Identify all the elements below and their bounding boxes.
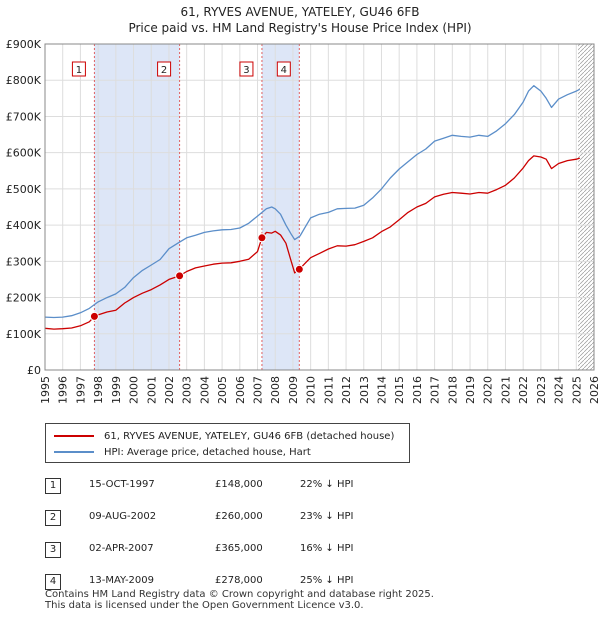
x-tick-label: 2018 bbox=[446, 376, 459, 404]
sale-hpi-diff: 23% ↓ HPI bbox=[300, 511, 354, 522]
y-tick-label: £900K bbox=[6, 38, 42, 51]
y-tick-label: £200K bbox=[6, 292, 42, 305]
sale-price: £278,000 bbox=[215, 575, 263, 586]
footer-attribution: Contains HM Land Registry data © Crown c… bbox=[45, 589, 434, 611]
legend-item-property: 61, RYVES AVENUE, YATELEY, GU46 6FB (det… bbox=[54, 428, 394, 444]
forecast-hatch bbox=[578, 44, 594, 370]
sale-price: £365,000 bbox=[215, 543, 263, 554]
x-tick-label: 2006 bbox=[234, 376, 247, 404]
sale-date: 15-OCT-1997 bbox=[89, 479, 155, 490]
plot-frame bbox=[44, 43, 595, 371]
shaded-period bbox=[261, 44, 300, 370]
y-tick-label: £700K bbox=[6, 110, 42, 123]
y-tick-label: £800K bbox=[6, 74, 42, 87]
x-tick-label: 2026 bbox=[588, 376, 600, 404]
y-tick-label: £400K bbox=[6, 219, 42, 232]
x-tick-label: 2020 bbox=[482, 376, 495, 404]
sale-marker-label: 3 bbox=[243, 65, 249, 76]
y-tick-label: £300K bbox=[6, 255, 42, 268]
sale-price: £148,000 bbox=[215, 479, 263, 490]
sale-hpi-diff: 22% ↓ HPI bbox=[300, 479, 354, 490]
x-tick-label: 1997 bbox=[74, 376, 87, 404]
y-tick-label: £100K bbox=[6, 328, 42, 341]
x-tick-label: 2004 bbox=[198, 376, 211, 404]
x-tick-label: 2000 bbox=[128, 376, 141, 404]
x-tick-label: 2025 bbox=[570, 376, 583, 404]
x-tick-label: 1995 bbox=[39, 376, 52, 404]
x-tick-label: 1999 bbox=[110, 376, 123, 404]
legend-swatch-hpi bbox=[54, 451, 94, 453]
x-tick-label: 2015 bbox=[393, 376, 406, 404]
x-tick-label: 2011 bbox=[322, 376, 335, 404]
chart-title: 61, RYVES AVENUE, YATELEY, GU46 6FB Pric… bbox=[0, 4, 600, 36]
sale-point bbox=[257, 233, 267, 243]
y-tick-label: £600K bbox=[6, 147, 42, 160]
x-tick-label: 2005 bbox=[216, 376, 229, 404]
footer-line-1: Contains HM Land Registry data © Crown c… bbox=[45, 589, 434, 600]
chart-legend: 61, RYVES AVENUE, YATELEY, GU46 6FB (det… bbox=[45, 423, 410, 463]
x-tick-label: 2001 bbox=[145, 376, 158, 404]
sale-number-badge: 1 bbox=[45, 478, 61, 494]
sale-row: 1 15-OCT-1997 £148,000 22% ↓ HPI bbox=[45, 470, 405, 502]
sale-date: 09-AUG-2002 bbox=[89, 511, 157, 522]
legend-label-property: 61, RYVES AVENUE, YATELEY, GU46 6FB (det… bbox=[104, 430, 395, 442]
sale-marker-box bbox=[276, 61, 291, 77]
sale-point bbox=[294, 264, 304, 274]
sale-hpi-diff: 25% ↓ HPI bbox=[300, 575, 354, 586]
x-tick-label: 2024 bbox=[553, 376, 566, 404]
title-line-2: Price paid vs. HM Land Registry's House … bbox=[128, 21, 472, 35]
x-tick-label: 1996 bbox=[57, 376, 70, 404]
x-tick-label: 2019 bbox=[464, 376, 477, 404]
sale-number-badge: 2 bbox=[45, 510, 61, 526]
price-chart: 1 2 3 4 £0 £100K £200K £300K £400K £500K £600K £70… bbox=[6, 38, 600, 404]
sale-date: 13-MAY-2009 bbox=[89, 575, 155, 586]
title-line-1: 61, RYVES AVENUE, YATELEY, GU46 6FB bbox=[180, 5, 420, 19]
sale-row: 3 02-APR-2007 £365,000 16% ↓ HPI bbox=[45, 534, 405, 566]
x-tick-label: 2012 bbox=[340, 376, 353, 404]
sale-hpi-diff: 16% ↓ HPI bbox=[300, 543, 354, 554]
sale-point bbox=[175, 271, 185, 281]
sale-row: 4 13-MAY-2009 £278,000 25% ↓ HPI bbox=[45, 566, 405, 598]
x-tick-label: 2007 bbox=[252, 376, 265, 404]
sale-marker-label: 4 bbox=[281, 65, 287, 76]
sale-marker-box bbox=[157, 61, 172, 77]
x-tick-label: 2014 bbox=[375, 376, 388, 404]
y-tick-label: £500K bbox=[6, 183, 42, 196]
x-tick-label: 2023 bbox=[535, 376, 548, 404]
sale-marker-box bbox=[239, 61, 254, 77]
x-tick-label: 2002 bbox=[163, 376, 176, 404]
legend-swatch-property bbox=[54, 435, 94, 437]
legend-item-hpi: HPI: Average price, detached house, Hart bbox=[54, 444, 311, 460]
sale-date: 02-APR-2007 bbox=[89, 543, 154, 554]
shaded-period bbox=[94, 44, 180, 370]
footer-line-2: This data is licensed under the Open Gov… bbox=[45, 600, 364, 611]
x-tick-label: 1998 bbox=[92, 376, 105, 404]
x-tick-label: 2009 bbox=[287, 376, 300, 404]
x-tick-label: 2017 bbox=[429, 376, 442, 404]
x-tick-label: 2016 bbox=[411, 376, 424, 404]
x-tick-label: 2013 bbox=[358, 376, 371, 404]
sale-marker-label: 1 bbox=[76, 65, 82, 76]
sale-marker-box bbox=[71, 61, 86, 77]
x-tick-label: 2021 bbox=[499, 376, 512, 404]
legend-label-hpi: HPI: Average price, detached house, Hart bbox=[104, 446, 311, 458]
sale-number-badge: 4 bbox=[45, 574, 61, 590]
x-tick-label: 2022 bbox=[517, 376, 530, 404]
sales-table: 1 15-OCT-1997 £148,000 22% ↓ HPI 2 09-AU… bbox=[45, 470, 405, 598]
sale-number-badge: 3 bbox=[45, 542, 61, 558]
sale-price: £260,000 bbox=[215, 511, 263, 522]
x-tick-label: 2010 bbox=[305, 376, 318, 404]
hpi-line bbox=[44, 85, 581, 319]
y-tick-label: £0 bbox=[27, 364, 41, 377]
sale-point bbox=[89, 311, 99, 321]
sale-row: 2 09-AUG-2002 £260,000 23% ↓ HPI bbox=[45, 502, 405, 534]
sale-marker-label: 2 bbox=[161, 65, 167, 76]
x-tick-label: 2003 bbox=[181, 376, 194, 404]
x-tick-label: 2008 bbox=[269, 376, 282, 404]
